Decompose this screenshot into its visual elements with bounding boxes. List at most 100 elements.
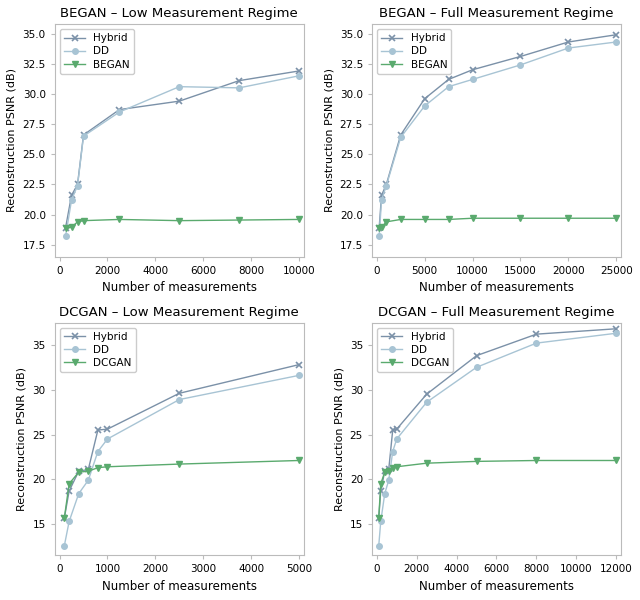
- Hybrid: [468, 66, 476, 73]
- DCGAN: [393, 463, 401, 470]
- Hybrid: [75, 467, 83, 475]
- DCGAN: [389, 464, 397, 471]
- Hybrid: [84, 466, 92, 473]
- Hybrid: [61, 514, 68, 521]
- BEGAN: [468, 215, 476, 222]
- Legend: Hybrid, DD, DCGAN: Hybrid, DD, DCGAN: [60, 328, 136, 372]
- DD: [68, 197, 76, 204]
- Line: DD: DD: [376, 39, 619, 239]
- DD: [94, 448, 102, 455]
- DD: [175, 83, 183, 90]
- DD: [375, 542, 383, 549]
- Line: DD: DD: [63, 73, 302, 239]
- DCGAN: [375, 514, 383, 521]
- Hybrid: [612, 31, 620, 38]
- BEGAN: [564, 215, 572, 222]
- X-axis label: Number of measurements: Number of measurements: [102, 281, 257, 295]
- DCGAN: [381, 469, 388, 476]
- Hybrid: [564, 38, 572, 46]
- DD: [175, 396, 183, 403]
- DCGAN: [175, 460, 183, 467]
- Y-axis label: Reconstruction PSNR (dB): Reconstruction PSNR (dB): [17, 367, 27, 511]
- Hybrid: [612, 325, 620, 332]
- Hybrid: [79, 131, 87, 139]
- Hybrid: [385, 466, 392, 473]
- Title: BEGAN – Full Measurement Regime: BEGAN – Full Measurement Regime: [380, 7, 614, 20]
- DD: [116, 109, 124, 116]
- Line: DCGAN: DCGAN: [375, 457, 620, 521]
- Hybrid: [375, 224, 383, 232]
- DD: [236, 84, 243, 91]
- Hybrid: [74, 181, 81, 188]
- Hybrid: [94, 427, 102, 434]
- Legend: Hybrid, DD, BEGAN: Hybrid, DD, BEGAN: [377, 29, 451, 74]
- Hybrid: [383, 181, 390, 188]
- DCGAN: [84, 467, 92, 475]
- DCGAN: [377, 480, 385, 487]
- DD: [295, 72, 303, 79]
- DD: [84, 476, 92, 484]
- DD: [393, 436, 401, 443]
- Hybrid: [393, 425, 401, 433]
- Hybrid: [381, 467, 388, 475]
- BEGAN: [295, 216, 303, 223]
- Line: BEGAN: BEGAN: [62, 216, 303, 232]
- DCGAN: [61, 514, 68, 521]
- DD: [397, 134, 404, 141]
- DCGAN: [612, 457, 620, 464]
- DD: [468, 76, 476, 83]
- DD: [385, 476, 392, 484]
- Hybrid: [377, 487, 385, 494]
- BEGAN: [74, 218, 81, 226]
- BEGAN: [236, 217, 243, 224]
- Hybrid: [61, 224, 69, 232]
- DD: [61, 233, 69, 240]
- X-axis label: Number of measurements: Number of measurements: [419, 281, 574, 295]
- Line: BEGAN: BEGAN: [376, 215, 620, 232]
- Title: DCGAN – Low Measurement Regime: DCGAN – Low Measurement Regime: [60, 305, 299, 319]
- DD: [375, 233, 383, 240]
- DD: [61, 542, 68, 549]
- DD: [377, 518, 385, 525]
- Legend: Hybrid, DD, DCGAN: Hybrid, DD, DCGAN: [377, 328, 453, 372]
- Hybrid: [397, 131, 404, 139]
- Title: BEGAN – Low Measurement Regime: BEGAN – Low Measurement Regime: [60, 7, 298, 20]
- Hybrid: [116, 106, 124, 113]
- Line: Hybrid: Hybrid: [61, 361, 303, 521]
- DD: [65, 518, 73, 525]
- Hybrid: [423, 391, 431, 398]
- DD: [378, 197, 385, 204]
- DCGAN: [65, 480, 73, 487]
- BEGAN: [397, 216, 404, 223]
- BEGAN: [421, 216, 429, 223]
- Hybrid: [378, 191, 385, 199]
- Hybrid: [236, 77, 243, 84]
- Hybrid: [516, 53, 524, 60]
- BEGAN: [375, 225, 383, 232]
- BEGAN: [516, 215, 524, 222]
- DD: [445, 83, 452, 90]
- Hybrid: [389, 427, 397, 434]
- DCGAN: [473, 458, 481, 465]
- DCGAN: [295, 457, 303, 464]
- DCGAN: [423, 460, 431, 467]
- DD: [423, 398, 431, 406]
- Line: Hybrid: Hybrid: [375, 325, 620, 521]
- Hybrid: [65, 487, 73, 494]
- Y-axis label: Reconstruction PSNR (dB): Reconstruction PSNR (dB): [7, 68, 17, 212]
- BEGAN: [445, 216, 452, 223]
- BEGAN: [612, 215, 620, 222]
- DCGAN: [104, 463, 111, 470]
- Y-axis label: Reconstruction PSNR (dB): Reconstruction PSNR (dB): [324, 68, 334, 212]
- Title: DCGAN – Full Measurement Regime: DCGAN – Full Measurement Regime: [378, 305, 615, 319]
- DCGAN: [532, 457, 540, 464]
- Hybrid: [104, 425, 111, 433]
- Hybrid: [532, 331, 540, 338]
- DD: [516, 61, 524, 68]
- Legend: Hybrid, DD, BEGAN: Hybrid, DD, BEGAN: [60, 29, 134, 74]
- BEGAN: [175, 217, 183, 224]
- DD: [564, 44, 572, 52]
- DD: [75, 490, 83, 497]
- BEGAN: [116, 216, 124, 223]
- Y-axis label: Reconstruction PSNR (dB): Reconstruction PSNR (dB): [334, 367, 344, 511]
